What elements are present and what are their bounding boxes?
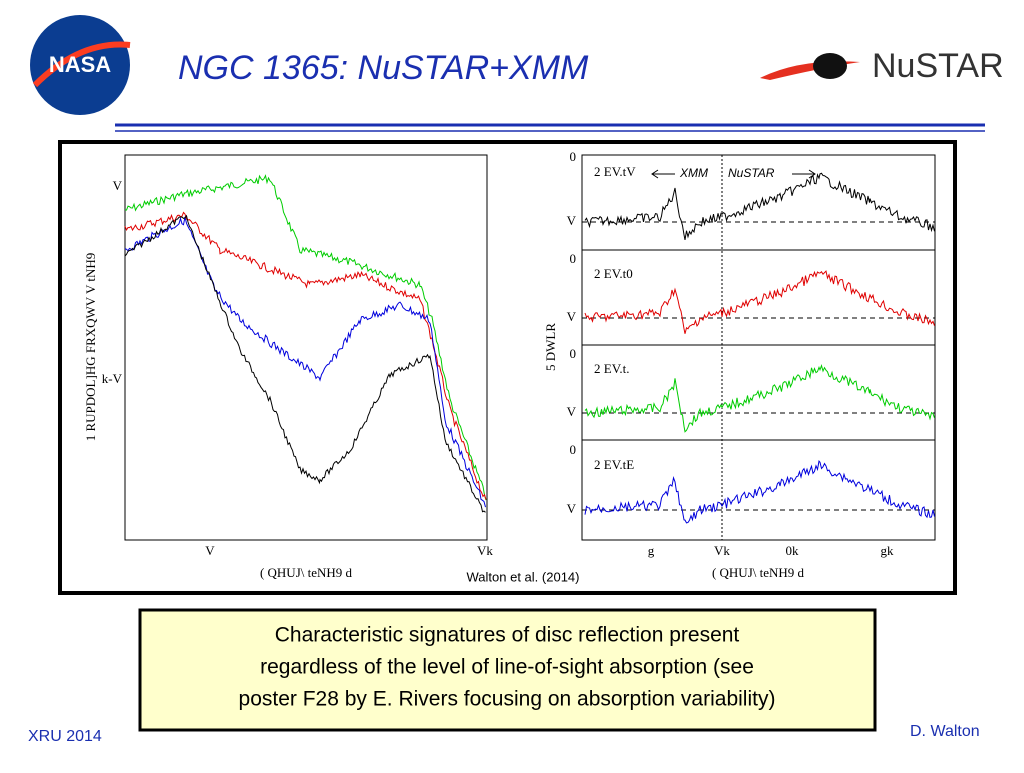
body-line: Characteristic signatures of disc reflec… — [275, 624, 740, 647]
x-tick-label: 0k — [786, 543, 800, 558]
y-tick-label: 0 — [570, 149, 577, 164]
y-tick-label: 0 — [570, 346, 577, 361]
arrow — [651, 169, 816, 179]
y-axis-label: 5 DWLR — [543, 323, 558, 371]
panel-label: 2 EV.tE — [594, 457, 634, 472]
y-tick-label: V — [567, 501, 577, 516]
y-axis-label: 1 RUPDOL]HG FRXQWV V tNH9 — [83, 253, 98, 442]
nasa-text: NASA — [49, 52, 111, 77]
text-box — [138, 608, 877, 732]
panel-label: 2 EV.t. — [594, 361, 630, 376]
slide-title: NGC 1365: NuSTAR+XMM — [178, 49, 589, 87]
body-line: regardless of the level of line-of-sight… — [260, 656, 754, 679]
x-tick-label: gk — [881, 543, 895, 558]
nustar-text: NuSTAR — [872, 47, 1004, 85]
nasa-swoosh — [32, 41, 131, 88]
figure-frame — [58, 140, 957, 595]
spectrum — [124, 174, 487, 501]
body-line: poster F28 by E. Rivers focusing on abso… — [239, 688, 776, 711]
panel-dividers — [582, 249, 935, 441]
annotation: NuSTAR — [728, 166, 775, 180]
nustar-ball — [813, 53, 847, 79]
x-axis-label: ( QHUJ\ teNH9 d — [260, 565, 353, 580]
panel-label: 2 EV.tV — [594, 164, 636, 179]
ratio-spectrum — [584, 270, 935, 334]
y-tick-label: 0 — [570, 251, 577, 266]
x-tick-label: V — [205, 543, 215, 558]
caption: Walton et al. (2014) — [467, 569, 580, 584]
y-tick-label: 0 — [570, 442, 577, 457]
y-tick-label: V — [567, 404, 577, 419]
footer-right: D. Walton — [910, 723, 980, 740]
x-tick-label: Vk — [714, 543, 730, 558]
annotation: XMM — [679, 166, 708, 180]
panel-label: 2 EV.t0 — [594, 266, 633, 281]
ratio-spectrum — [584, 172, 935, 240]
x-tick-label: Vk — [477, 543, 493, 558]
left-axes — [124, 154, 488, 541]
right-axes — [581, 154, 936, 541]
nasa-logo — [30, 15, 130, 115]
y-tick-label: k-V — [102, 371, 123, 386]
ratio-spectrum — [584, 460, 935, 524]
ratio-spectrum — [584, 363, 935, 433]
x-axis-label: ( QHUJ\ teNH9 d — [712, 565, 805, 580]
y-tick-label: V — [113, 178, 123, 193]
y-tick-label: V — [567, 309, 577, 324]
y-tick-label: V — [567, 213, 577, 228]
spectrum — [124, 214, 486, 513]
spectrum — [124, 216, 486, 508]
footer-left: XRU 2014 — [28, 728, 102, 745]
x-tick-label: g — [648, 543, 655, 558]
